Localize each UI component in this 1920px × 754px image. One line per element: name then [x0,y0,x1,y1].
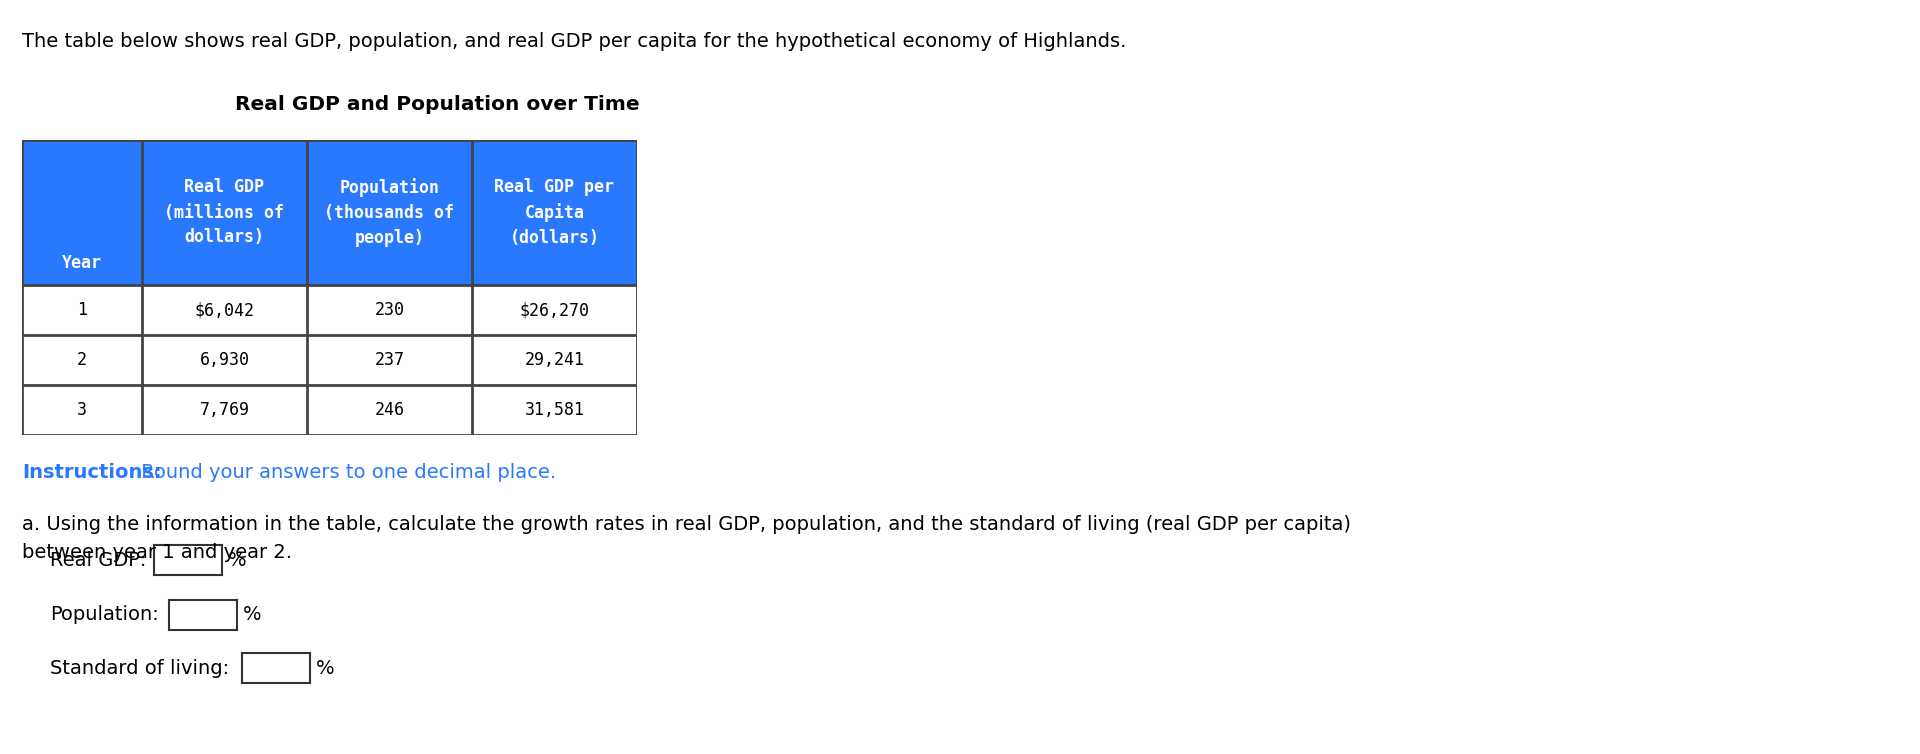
Text: 29,241: 29,241 [524,351,584,369]
Text: Population:: Population: [50,605,159,624]
Text: %: % [244,605,261,624]
Bar [21,140,637,285]
Text: Real GDP and Population over Time: Real GDP and Population over Time [234,95,639,114]
Text: 1: 1 [77,301,86,319]
Text: Population
(thousands of
people): Population (thousands of people) [324,178,455,247]
Text: Real GDP:: Real GDP: [50,550,146,569]
Text: Year: Year [61,254,102,272]
Text: 230: 230 [374,301,405,319]
Text: $26,270: $26,270 [520,301,589,319]
Text: 2: 2 [77,351,86,369]
Text: 31,581: 31,581 [524,401,584,419]
Text: %: % [228,550,246,569]
Text: Real GDP per
Capita
(dollars): Real GDP per Capita (dollars) [495,178,614,247]
Bar [21,335,637,385]
Bar [21,285,637,335]
Text: 237: 237 [374,351,405,369]
Text: 3: 3 [77,401,86,419]
Text: The table below shows real GDP, population, and real GDP per capita for the hypo: The table below shows real GDP, populati… [21,32,1127,51]
Text: Standard of living:: Standard of living: [50,658,228,678]
Text: $6,042: $6,042 [194,301,255,319]
Text: Round your answers to one decimal place.: Round your answers to one decimal place. [134,463,557,482]
Bar [21,385,637,435]
Text: %: % [317,658,334,678]
Text: a. Using the information in the table, calculate the growth rates in real GDP, p: a. Using the information in the table, c… [21,515,1352,562]
Text: 246: 246 [374,401,405,419]
Text: 6,930: 6,930 [200,351,250,369]
Text: Real GDP
(millions of
dollars): Real GDP (millions of dollars) [165,179,284,247]
Text: 7,769: 7,769 [200,401,250,419]
Text: Instructions:: Instructions: [21,463,161,482]
